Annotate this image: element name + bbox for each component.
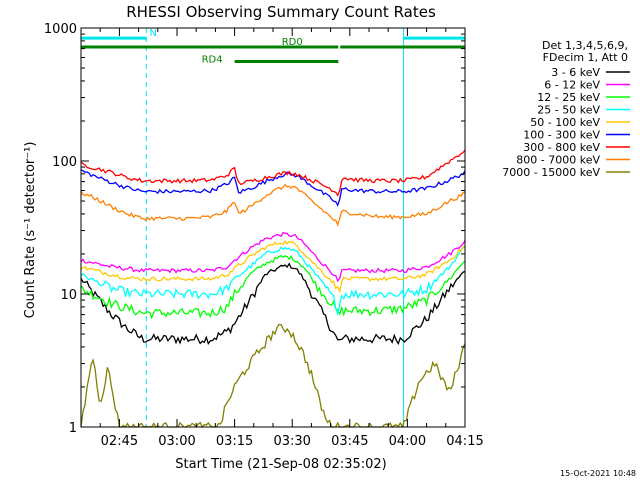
x-axis-label: Start Time (21-Sep-08 02:35:02) <box>175 457 386 472</box>
legend-label-7000-15000-kev: 7000 - 15000 keV <box>502 166 600 179</box>
series-line-50-100-kev <box>80 239 466 294</box>
annotation-label-rd4: RD4 <box>202 54 223 65</box>
series-line-7000-15000-kev <box>80 323 466 429</box>
x-tick-label: 03:00 <box>158 434 195 449</box>
legend-header-line: FDecim 1, Att 0 <box>543 51 628 64</box>
y-axis-label: Count Rate (s⁻¹ detector⁻¹) <box>23 142 38 319</box>
annotation-label-n: N <box>150 28 157 39</box>
series-line-100-300-kev <box>80 169 466 207</box>
annotation-label-rd0: RD0 <box>282 37 303 48</box>
series-line-12-25-kev <box>80 254 466 320</box>
x-tick-label: 04:15 <box>446 434 483 449</box>
vertical-markers <box>80 28 466 427</box>
y-tick-label: 100 <box>52 155 77 170</box>
timestamp: 15-Oct-2021 10:48 <box>560 469 636 478</box>
y-tick-label: 1 <box>69 421 77 436</box>
x-axis: 02:45 03:00 03:15 03:30 03:45 04:00 04:15 <box>80 28 484 449</box>
series-line-3-6-kev <box>80 262 466 346</box>
series-line-6-12-kev <box>80 231 466 283</box>
chart-title: RHESSI Observing Summary Count Rates <box>126 3 436 21</box>
legend-header-line: Det 1,3,4,5,6,9, <box>542 39 628 52</box>
legend-label-3-6-kev: 3 - 6 keV <box>551 66 600 79</box>
series-line-300-800-kev <box>80 149 466 197</box>
annotation-bars: N RD0 RD4 <box>81 28 465 65</box>
x-tick-label: 03:15 <box>216 434 253 449</box>
legend: Det 1,3,4,5,6,9,FDecim 1, Att 0 3 - 6 keV… <box>502 39 630 179</box>
series-group <box>80 149 466 429</box>
legend-label-100-300-kev: 100 - 300 keV <box>523 129 600 142</box>
x-tick-label: 03:45 <box>331 434 368 449</box>
y-tick-label: 1000 <box>44 22 77 37</box>
y-axis: 1 10 100 1000 <box>44 22 465 436</box>
x-tick-label: 03:30 <box>273 434 310 449</box>
legend-label-50-100-kev: 50 - 100 keV <box>530 116 600 129</box>
legend-label-6-12-kev: 6 - 12 keV <box>544 79 600 92</box>
series-line-25-50-kev <box>80 246 466 317</box>
legend-label-12-25-kev: 12 - 25 keV <box>537 91 600 104</box>
legend-label-300-800-kev: 300 - 800 keV <box>523 141 600 154</box>
x-tick-label: 04:00 <box>389 434 426 449</box>
y-tick-label: 10 <box>60 288 77 303</box>
plot-frame <box>80 27 466 428</box>
series-line-800-7000-kev <box>80 183 466 227</box>
legend-label-800-7000-kev: 800 - 7000 keV <box>516 154 600 167</box>
x-tick-label: 02:45 <box>101 434 138 449</box>
legend-label-25-50-kev: 25 - 50 keV <box>537 104 600 117</box>
